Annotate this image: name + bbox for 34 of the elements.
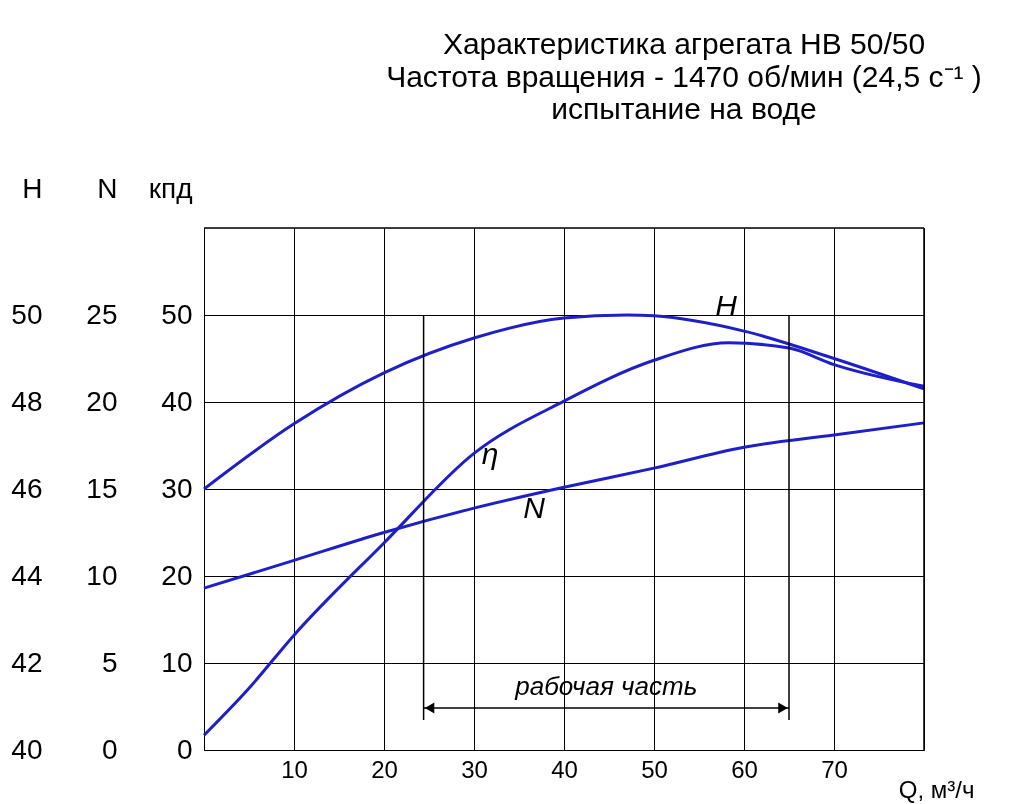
y-tick-label: 10 — [161, 646, 193, 678]
y3-tick-label: 50 — [11, 298, 43, 330]
y-tick-label: 30 — [161, 472, 193, 504]
x-tick-label: 40 — [551, 755, 578, 783]
y-axis-title: кпд — [148, 172, 193, 204]
series-label: N — [523, 491, 546, 525]
y3-tick-label: 48 — [11, 385, 43, 417]
x-axis-title: Q, м³/ч — [898, 775, 975, 803]
y3-tick-label: 42 — [11, 646, 43, 678]
y3-axis-title: H — [22, 172, 43, 204]
y-tick-label: 50 — [161, 298, 193, 330]
x-tick-label: 70 — [821, 755, 848, 783]
y-tick-label: 40 — [161, 385, 193, 417]
x-tick-label: 20 — [371, 755, 398, 783]
y2-tick-label: 5 — [101, 646, 118, 678]
y2-tick-label: 10 — [86, 559, 118, 591]
y2-tick-label: 15 — [86, 472, 118, 504]
y3-tick-label: 46 — [11, 472, 43, 504]
x-tick-label: 10 — [281, 755, 308, 783]
series-label: η — [481, 437, 499, 471]
y-tick-label: 20 — [161, 559, 193, 591]
x-tick-label: 60 — [731, 755, 758, 783]
chart-title: Характеристика агрегата НВ 50/50 — [442, 27, 926, 60]
text: испытание на воде — [551, 92, 817, 125]
y3-tick-label: 44 — [11, 559, 43, 591]
y2-tick-label: 20 — [86, 385, 118, 417]
text: Частота вращения - 1470 об/мин (24,5 с⁻¹ ) — [386, 60, 982, 93]
series-label: H — [715, 289, 738, 323]
x-tick-label: 30 — [461, 755, 488, 783]
y2-tick-label: 25 — [86, 298, 118, 330]
y2-axis-title: N — [97, 172, 118, 204]
y2-tick-label: 0 — [101, 733, 118, 765]
x-tick-label: 50 — [641, 755, 668, 783]
y-tick-label: 0 — [176, 733, 193, 765]
